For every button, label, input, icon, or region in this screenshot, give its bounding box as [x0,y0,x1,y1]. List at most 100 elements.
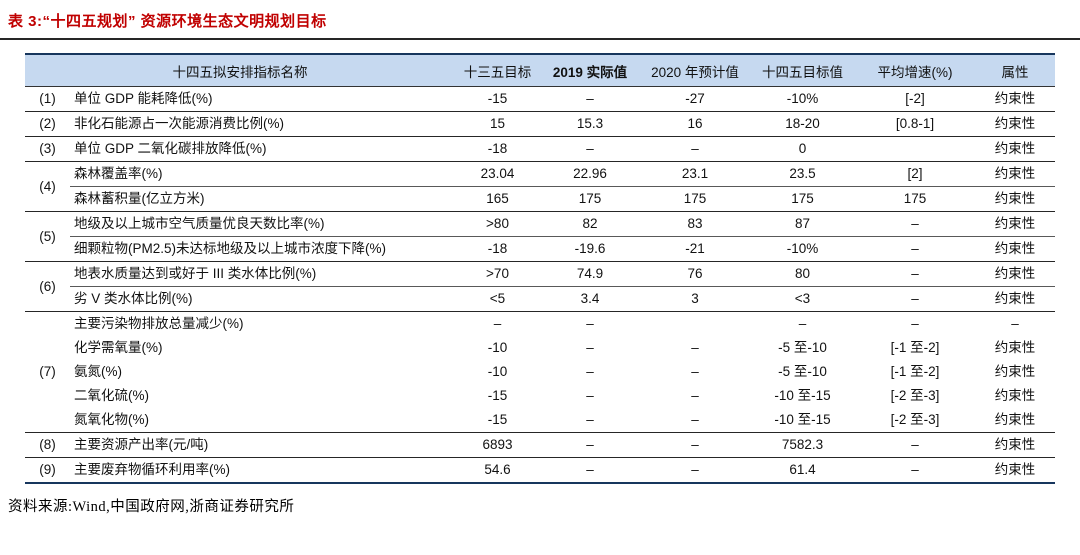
table-cell: -10 至-15 [774,412,831,427]
table-row: 森林蓄积量(亿立方米) 165 175 175 175 175 约束性 [25,186,1055,212]
row-number: (9) [25,457,70,484]
table-cell: 约束性 [994,340,1036,355]
table-row: 劣 V 类水体比例(%) <5 3.4 3 <3– 约束性 [25,286,1055,312]
table-cell: – [540,432,640,458]
table-cell: 165 [455,186,540,212]
table-cell: 3 [640,286,750,312]
table-cell: 约束性 [994,412,1036,427]
table-cell: 61.4 [750,457,855,484]
header-indicator-name: 十四五拟安排指标名称 [25,53,455,87]
table-cell: – [855,432,975,458]
table-cell: – [855,311,975,336]
table-cell: 16 [640,111,750,137]
table-cell: 15.3 [540,111,640,137]
table-cell: – [586,364,594,379]
table-cell: – [640,136,750,162]
table-row: (5) 地级及以上城市空气质量优良天数比率(%) >80 82 83 87– 约束性 [25,211,1055,262]
table-cell: 约束性 [975,136,1055,162]
indicator-name: 氮氧化物(%) [74,412,149,427]
table-title: 表 3:“十四五规划” 资源环境生态文明规划目标 [8,13,327,30]
table-cell: – [540,311,640,336]
table-cell: [-1 至-2] [890,340,940,355]
table-row: (2) 非化石能源占一次能源消费比例(%) 15 15.3 16 18-20 [0.8-1]… [25,111,1055,137]
table-cell: [0.8-1] [855,111,975,137]
table-cell: 约束性 [975,261,1055,287]
table-cell: [-2 至-3] [890,412,940,427]
table-row: (6) 地表水质量达到或好于 III 类水体比例(%) >70 74.9 76 80– 约束… [25,261,1055,312]
table-row: (7) 主要污染物排放总量减少(%) – – – – – [25,311,1055,433]
table-cell: 82 [540,211,640,237]
table-row: (3) 单位 GDP 二氧化碳排放降低(%) -18– –0 约束性 [25,136,1055,162]
table-cell [855,136,975,162]
table-cell: 约束性 [975,186,1055,212]
table-cell: 约束性 [994,388,1036,403]
table-cell: 74.9 [540,261,640,287]
row-number: (8) [25,432,70,458]
table-cell: [-2] [855,86,975,112]
table-cell: -5 至-10 [778,340,827,355]
table-row: (4) 森林覆盖率(%) 23.04 22.96 23.1 23.5 [2] 约束性 [25,161,1055,212]
table-cell: -5 至-10 [778,364,827,379]
row-number: (4) [25,161,70,212]
indicator-name: 单位 GDP 能耗降低(%) [70,86,455,112]
table-cell: -10% [750,236,855,262]
row-number: (1) [25,86,70,112]
indicator-name: 地级及以上城市空气质量优良天数比率(%) [70,211,455,237]
header-avg-growth: 平均增速(%) [855,53,975,87]
table-cell: [2] [855,161,975,187]
table-cell: 15 [455,111,540,137]
row-number: (2) [25,111,70,137]
table-cell: 约束性 [975,457,1055,484]
table-cell: 约束性 [994,364,1036,379]
header-2019-actual: 2019 实际值 [540,53,640,87]
table-row: (8) 主要资源产出率(元/吨) 6893– –7582.3– 约束性 [25,432,1055,458]
indicator-name: 二氧化硫(%) [74,388,149,403]
indicator-name: 森林覆盖率(%) [70,161,455,187]
indicator-name: 地表水质量达到或好于 III 类水体比例(%) [70,261,455,287]
table-cell: 83 [640,211,750,237]
table-cell: 23.1 [640,161,750,187]
table-cell: >80 [455,211,540,237]
table-cell: 23.04 [455,161,540,187]
table-cell: 18-20 [750,111,855,137]
table-cell: – [855,211,975,237]
table-cell: -18 [455,236,540,262]
header-attribute: 属性 [975,53,1055,87]
table-cell: – [691,388,699,403]
table-cell: 约束性 [975,286,1055,312]
table-cell: 87 [750,211,855,237]
table-cell: 175 [540,186,640,212]
table-cell: 约束性 [975,111,1055,137]
table-cell: – [855,457,975,484]
table-cell: 7582.3 [750,432,855,458]
table-cell: 175 [750,186,855,212]
table-row: 氨氮(%) -10 – – -5 至-10 [-1 至-2] 约束性 [25,360,1055,384]
table-cell: – [540,86,640,112]
table-cell: 约束性 [975,161,1055,187]
table-row: (9) 主要废弃物循环利用率(%) 54.6– –61.4– 约束性 [25,457,1055,484]
table-cell: [-2 至-3] [890,388,940,403]
table-row: (1) 单位 GDP 能耗降低(%) -15– -27 -10% [-2] 约束性 [25,86,1055,112]
indicator-name: 劣 V 类水体比例(%) [70,286,455,312]
table-cell: <3 [750,286,855,312]
indicator-name: 非化石能源占一次能源消费比例(%) [70,111,455,137]
table-cell: 175 [640,186,750,212]
planning-targets-table-wrap: 十四五拟安排指标名称 十三五目标 2019 实际值 2020 年预计值 十四五目… [25,53,1055,484]
table-cell: 175 [855,186,975,212]
table-cell: 23.5 [750,161,855,187]
table-cell: <5 [455,286,540,312]
planning-targets-table: 十四五拟安排指标名称 十三五目标 2019 实际值 2020 年预计值 十四五目… [25,53,1055,484]
indicator-name: 主要废弃物循环利用率(%) [70,457,455,484]
table-cell: – [455,311,540,336]
table-cell: 0 [750,136,855,162]
table-cell: -19.6 [540,236,640,262]
table-cell: 约束性 [975,236,1055,262]
row-number: (6) [25,261,70,312]
table-cell: – [855,236,975,262]
table-cell: -10 [487,340,508,355]
indicator-name: 氨氮(%) [74,364,122,379]
table-cell: -15 [487,388,508,403]
table-cell: 54.6 [455,457,540,484]
table-cell: – [640,457,750,484]
table-cell [640,311,750,336]
